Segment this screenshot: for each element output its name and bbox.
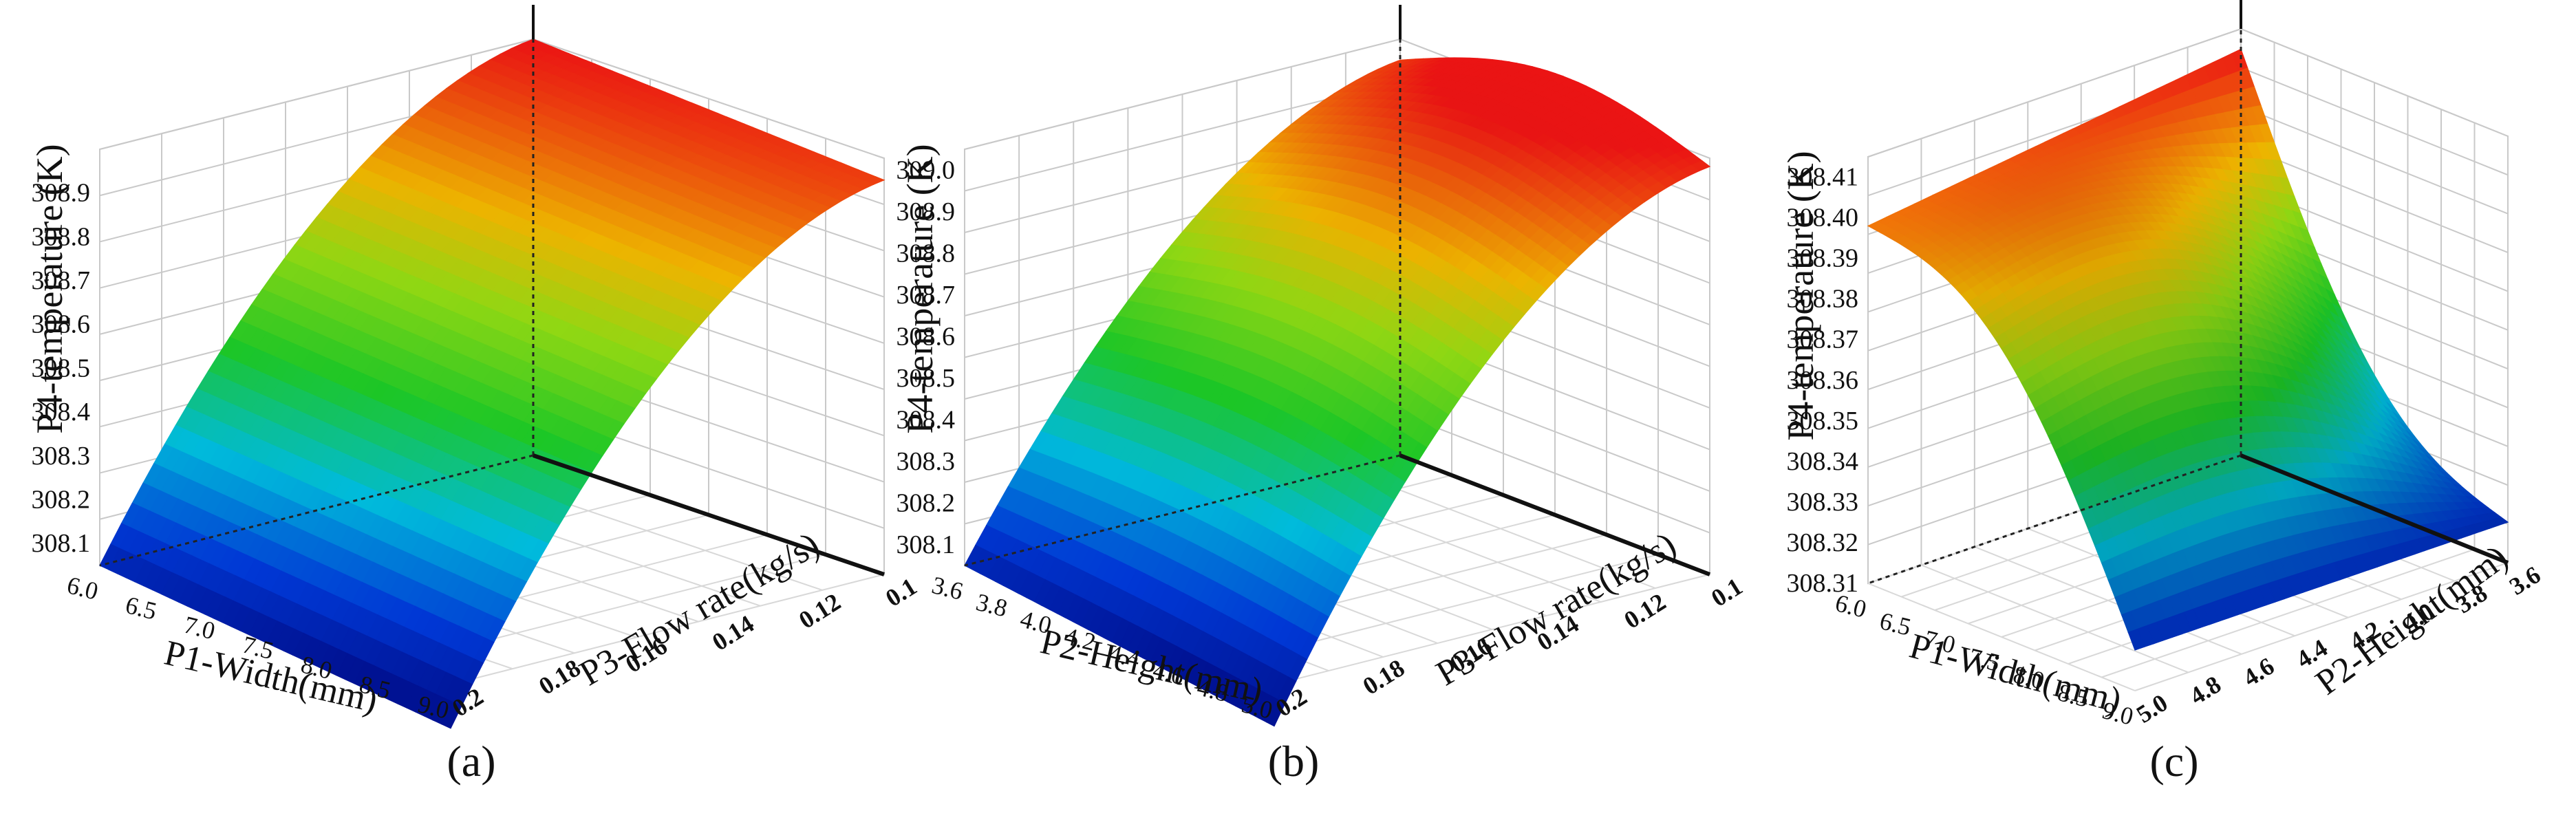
z-tick-label: 308.3 — [32, 442, 91, 471]
panel-a-z-axis-label: P4-temperature (K) — [29, 144, 70, 433]
surface-patch — [441, 701, 462, 729]
floor-grid-line — [450, 574, 885, 685]
panel-a: 308.1 308.2 308.3 308.4 308.5 308.6 308.7 308.8… — [29, 5, 921, 786]
z-tick-label: 308.5 — [32, 354, 91, 382]
y-axis-line — [1399, 453, 1711, 576]
x-tick-label: 6.0 — [64, 571, 100, 605]
grid-line — [1867, 28, 2242, 158]
z-tick-label: 309.0 — [897, 155, 956, 184]
panel-b-frame — [964, 5, 1711, 576]
panel-a-label: (a) — [447, 737, 495, 786]
x-tick-label: 3.6 — [929, 571, 965, 605]
panel-b-surface — [964, 57, 1711, 727]
panel-c: 308.31308.32308.33308.34308.35308.36308.… — [1780, 0, 2545, 786]
panel-c-surface — [1867, 48, 2509, 651]
z-tick-label: 308.7 — [32, 266, 91, 295]
z-tick-label: 308.1 — [897, 530, 956, 559]
z-tick-label: 308.8 — [897, 239, 956, 268]
z-tick-label: 308.9 — [32, 179, 91, 208]
panel-a-surface — [99, 39, 886, 729]
z-tick-label: 308.1 — [32, 529, 91, 558]
surface-patch — [1266, 698, 1286, 727]
z-tick-label: 308.5 — [897, 364, 956, 393]
z-tick-label: 308.6 — [897, 322, 956, 351]
x-axis-hidden — [99, 454, 534, 567]
y-tick-label: 0.1 — [881, 572, 921, 612]
x-axis-hidden — [964, 454, 1401, 567]
grid-line — [99, 39, 534, 150]
z-tick-label: 308.8 — [32, 222, 91, 251]
z-tick-label: 308.3 — [897, 447, 956, 476]
y-axis-line — [533, 453, 885, 576]
panel-b: 308.1 308.2 308.3 308.4 308.5 308.6 308.7 308.8… — [897, 5, 1747, 786]
x-tick-label: 3.8 — [974, 588, 1010, 623]
panel-b-z-axis-label: P4-temperature (K) — [899, 144, 941, 433]
panel-a-frame — [99, 5, 885, 576]
x-tick-label: 6.5 — [122, 591, 159, 625]
z-tick-label: 308.4 — [32, 398, 91, 427]
panel-b-label: (b) — [1268, 737, 1320, 786]
y-tick-label: 0.1 — [1706, 572, 1747, 612]
floor-grid-line — [2101, 548, 2475, 678]
floor-grid-line — [2134, 562, 2509, 691]
z-tick-label: 308.2 — [897, 488, 956, 517]
floor-grid-line — [1274, 574, 1710, 685]
z-tick-label: 308.9 — [897, 197, 956, 226]
z-tick-label: 308.7 — [897, 281, 956, 310]
z-tick-label: 308.6 — [32, 310, 91, 339]
z-tick-label: 308.4 — [897, 405, 956, 434]
z-tick-label: 308.2 — [32, 485, 91, 514]
